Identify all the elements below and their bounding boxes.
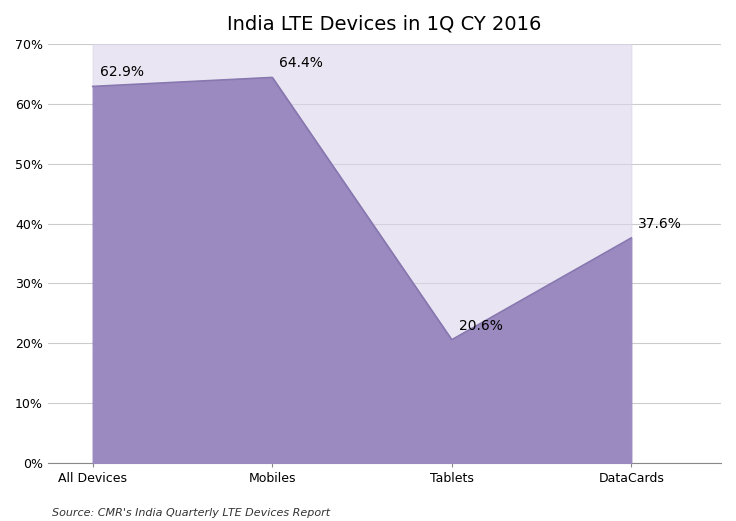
Text: 37.6%: 37.6% bbox=[638, 217, 682, 231]
Text: 20.6%: 20.6% bbox=[459, 318, 503, 332]
Text: 62.9%: 62.9% bbox=[100, 65, 144, 79]
Title: India LTE Devices in 1Q CY 2016: India LTE Devices in 1Q CY 2016 bbox=[227, 15, 542, 34]
Text: 64.4%: 64.4% bbox=[280, 56, 323, 70]
Text: Source: CMR's India Quarterly LTE Devices Report: Source: CMR's India Quarterly LTE Device… bbox=[52, 508, 330, 518]
